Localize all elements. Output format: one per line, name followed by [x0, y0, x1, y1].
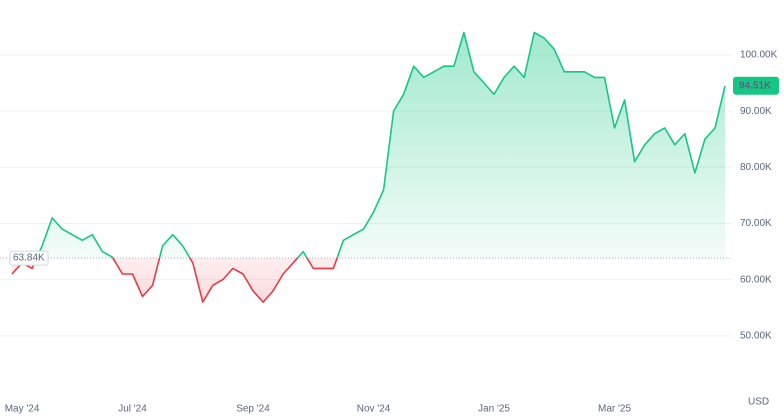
x-tick-label: Nov '24	[357, 404, 391, 415]
y-tick-label: 80.00K	[740, 162, 772, 173]
area-fill	[12, 32, 725, 303]
x-tick-label: Jul '24	[118, 404, 147, 415]
price-label: 94.51K	[739, 80, 772, 91]
y-tick-label: 50.00K	[740, 330, 772, 341]
x-tick-label: Mar '25	[598, 404, 631, 415]
y-tick-label: 60.00K	[740, 274, 772, 285]
price-line	[11, 31, 726, 303]
baseline-label: 63.84K	[13, 253, 45, 264]
x-tick-label: Sep '24	[236, 404, 270, 415]
baseline-badge	[9, 250, 49, 266]
y-unit: USD	[748, 397, 769, 408]
price-badge	[733, 76, 779, 95]
x-tick-label: Jan '25	[478, 404, 510, 415]
y-tick-label: 70.00K	[740, 218, 772, 229]
x-tick-label: May '24	[5, 404, 40, 415]
y-tick-label: 100.00K	[740, 50, 778, 61]
y-tick-label: 90.00K	[740, 106, 772, 117]
